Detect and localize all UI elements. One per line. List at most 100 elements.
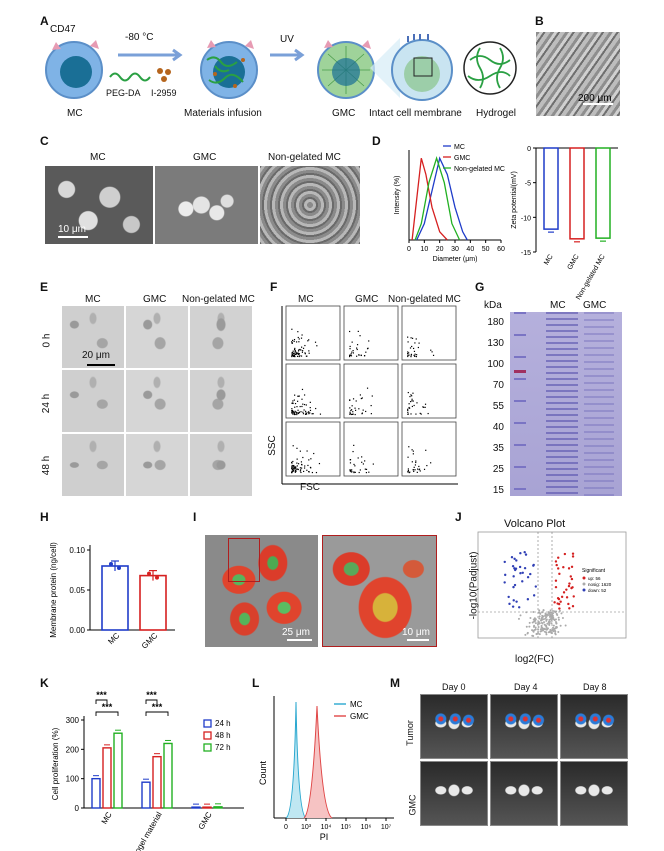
l-xtick-label: 0 — [284, 824, 288, 831]
f-scatter-point — [312, 413, 314, 415]
f-scatter-point — [413, 350, 416, 352]
f-scatter-point — [294, 350, 296, 353]
f-scatter-point — [294, 410, 296, 412]
j-point-nosig — [541, 629, 544, 632]
f-scatter-point — [356, 355, 358, 357]
i-fluorescence-right — [322, 535, 437, 647]
l-legend-label: GMC — [350, 712, 369, 721]
j-point-nosig — [564, 624, 567, 627]
f-scatter-point — [297, 468, 299, 471]
f-scatter-point — [413, 466, 415, 468]
f-scatter-point — [413, 470, 415, 473]
f-scatter-point — [352, 413, 354, 415]
f-scatter-point — [420, 413, 422, 415]
f-scatter-point — [304, 352, 306, 354]
f-scatter-point — [294, 411, 296, 413]
e-brightfield-grid — [62, 306, 252, 498]
f-scatter-point — [409, 395, 411, 398]
j-point-nosig — [550, 632, 553, 635]
j-point-nosig — [559, 624, 562, 627]
j-point-nosig — [558, 609, 561, 612]
f-scatter-point — [412, 450, 414, 452]
f-scatter-point — [297, 352, 299, 354]
j-point-up — [569, 575, 572, 578]
f-scatter-box — [343, 363, 399, 419]
j-point-down — [519, 552, 522, 555]
j-point-down — [507, 595, 510, 599]
e-brightfield-image — [190, 306, 252, 368]
f-scatter-point — [349, 413, 351, 415]
i-fluorescence-left — [205, 535, 318, 647]
f-scatter-point — [424, 403, 427, 405]
j-point-nosig — [532, 634, 535, 637]
h-category-label: MC — [106, 631, 121, 646]
f-scatter-point — [430, 349, 432, 351]
f-scatter-point — [351, 341, 353, 343]
d-left-xlabel: Diameter (μm) — [433, 256, 478, 263]
f-scatter-point — [423, 468, 426, 470]
j-point-nosig — [528, 625, 531, 628]
f-scatter-point — [411, 345, 413, 348]
k-sig-label: *** — [102, 702, 113, 712]
f-scatter-point — [350, 355, 353, 357]
f-scatter-point — [293, 348, 296, 351]
f-scatter-point — [417, 346, 419, 349]
c-scale-label: 10 μm — [58, 224, 86, 235]
j-point-up — [565, 596, 569, 599]
f-scatter-point — [294, 406, 296, 408]
j-point-nosig — [546, 613, 549, 616]
k-sig-bracket — [145, 699, 158, 704]
d-left-xtick-label: 10 — [420, 246, 428, 253]
f-scatter-point — [298, 355, 300, 358]
f-scatter-point — [349, 462, 352, 464]
infusion-label: Materials infusion — [184, 108, 262, 119]
f-scatter-point — [297, 350, 300, 352]
h-bar — [101, 565, 129, 631]
f-scatter-point — [292, 460, 294, 463]
f-scatter-point — [308, 350, 310, 352]
f-scatter-point — [291, 412, 293, 414]
h-ytick-label: 0.05 — [69, 586, 85, 595]
f-scatter-point — [410, 355, 412, 358]
schematic-hydrogel — [463, 41, 517, 95]
f-scatter-point — [309, 412, 311, 414]
j-point-down — [517, 606, 521, 609]
arrow-1 — [118, 48, 183, 62]
f-scatter-point — [303, 403, 306, 406]
j-point-nosig — [539, 630, 542, 633]
f-scatter-point — [300, 349, 302, 351]
f-scatter-point — [430, 462, 432, 464]
j-point-nosig — [529, 617, 532, 620]
f-scatter-point — [353, 463, 355, 466]
f-scatter-point — [356, 344, 359, 346]
f-scatter-point — [408, 354, 410, 356]
j-legend-swatch — [582, 582, 586, 586]
d-right-category-label: GMC — [566, 254, 580, 272]
f-scatter-point — [349, 470, 351, 472]
f-scatter-point — [305, 413, 308, 415]
j-point-nosig — [546, 622, 549, 625]
j-point-nosig — [546, 628, 549, 631]
j-point-nosig — [544, 617, 547, 620]
f-scatter-point — [297, 412, 299, 415]
f-scatter-point — [318, 462, 321, 465]
l-xtick-label: 10³ — [301, 824, 312, 831]
f-scatter-point — [291, 471, 293, 474]
f-scatter-point — [304, 465, 306, 467]
f-scatter-point — [408, 403, 410, 405]
f-scatter-point — [301, 334, 303, 336]
j-point-down — [508, 602, 511, 606]
panel-c-label: C — [40, 134, 49, 148]
d-right-category-label: Non-gelated MC — [575, 254, 607, 302]
f-scatter-point — [350, 353, 352, 355]
f-scatter-point — [349, 407, 351, 409]
f-scatter-point — [361, 413, 363, 415]
j-point-nosig — [552, 618, 555, 621]
j-point-up — [555, 563, 558, 567]
f-scatter-point — [349, 348, 351, 350]
f-scatter-point — [309, 409, 312, 412]
m-row-gmc: GMC — [407, 794, 418, 816]
k-bar — [102, 747, 112, 809]
d-left-xtick-label: 0 — [407, 246, 411, 253]
j-legend-swatch — [582, 576, 586, 580]
